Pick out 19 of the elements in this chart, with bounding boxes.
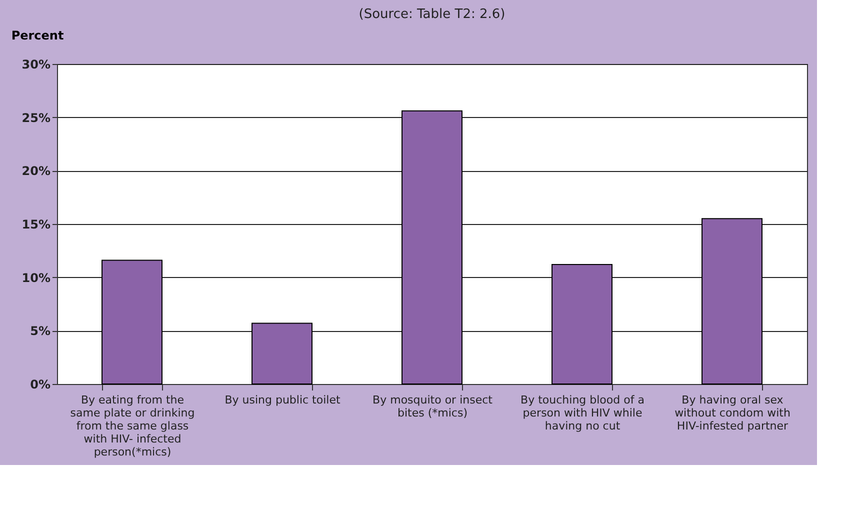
bar bbox=[102, 260, 162, 384]
y-tick-label: 5% bbox=[30, 324, 50, 338]
x-tick-label: By eating from the same plate or drinking from the same glass with HIV- infected person(*mics) bbox=[70, 394, 195, 458]
y-tick-label: 20% bbox=[22, 164, 50, 178]
text: (Source: Table T2: 2.6) bbox=[358, 7, 506, 22]
y-tick-label: 15% bbox=[22, 218, 50, 232]
bar bbox=[402, 110, 462, 384]
y-axis-title: Percent bbox=[11, 28, 64, 42]
y-tick-label: 30% bbox=[22, 58, 50, 72]
bar bbox=[252, 322, 312, 384]
x-tick-label: By using public toilet bbox=[224, 394, 341, 406]
y-tick-label: 0% bbox=[30, 378, 50, 392]
y-tick-label: 25% bbox=[22, 110, 50, 125]
bar bbox=[552, 264, 612, 384]
x-tick-label: By mosquito or insect bites (*mics) bbox=[372, 394, 494, 420]
x-tick-label: By having oral sex without condom with HIV-infested partner bbox=[674, 394, 790, 432]
bar bbox=[702, 218, 762, 384]
x-tick-label: By touching blood of a person with HIV while having no cut bbox=[520, 394, 644, 432]
y-tick-label: 10% bbox=[22, 270, 50, 285]
